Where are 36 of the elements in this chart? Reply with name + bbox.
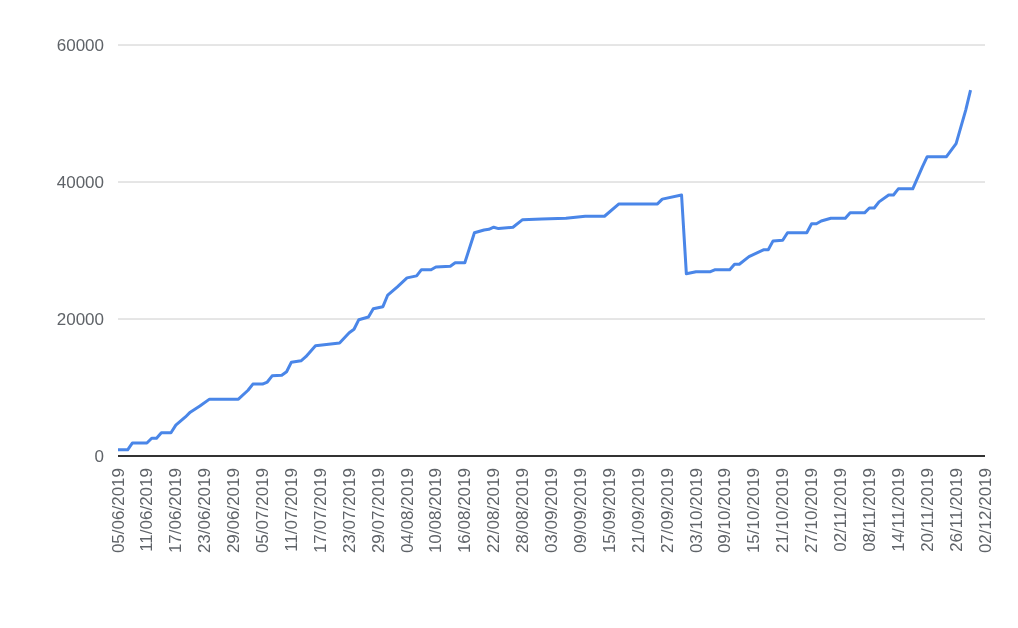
x-tick-label: 27/10/2019 — [802, 468, 822, 554]
x-tick-label: 17/06/2019 — [166, 468, 186, 554]
x-tick-label: 02/11/2019 — [831, 468, 850, 552]
x-tick-label: 05/06/2019 — [108, 468, 128, 554]
x-tick-label: 23/07/2019 — [339, 468, 359, 554]
x-tick-label: 20/11/2019 — [917, 468, 937, 552]
x-tick-label: 08/11/2019 — [859, 468, 879, 552]
x-tick-label: 17/07/2019 — [310, 468, 330, 554]
x-tick-label: 15/10/2019 — [744, 468, 764, 554]
x-tick-label: 28/08/2019 — [513, 468, 533, 554]
x-tick-label: 03/10/2019 — [686, 468, 706, 554]
x-tick-label: 09/09/2019 — [570, 468, 590, 554]
y-tick-label: 0 — [94, 447, 104, 467]
line-series — [118, 88, 973, 452]
y-tick-label: 20000 — [56, 310, 104, 330]
x-tick-label: 02/12/2019 — [975, 468, 995, 554]
y-tick-label: 40000 — [56, 173, 104, 193]
x-tick-label: 11/06/2019 — [137, 468, 157, 552]
x-tick-label: 22/08/2019 — [484, 468, 504, 554]
x-tick-label: 14/11/2019 — [888, 468, 908, 552]
x-tick-label: 29/07/2019 — [368, 468, 388, 554]
x-tick-label: 03/09/2019 — [542, 468, 561, 554]
x-tick-label: 21/10/2019 — [773, 468, 793, 554]
y-tick-label: 60000 — [56, 36, 104, 56]
x-tick-label: 05/07/2019 — [253, 468, 272, 554]
x-tick-label: 11/07/2019 — [281, 468, 301, 552]
x-tick-label: 29/06/2019 — [224, 468, 244, 554]
x-tick-label: 16/08/2019 — [455, 468, 475, 554]
x-tick-label: 27/09/2019 — [657, 468, 677, 554]
x-tick-label: 15/09/2019 — [599, 468, 619, 554]
x-tick-label: 23/06/2019 — [195, 468, 215, 554]
x-tick-label: 09/10/2019 — [715, 468, 735, 554]
x-tick-label: 21/09/2019 — [628, 468, 648, 554]
x-tick-label: 10/08/2019 — [426, 468, 446, 554]
x-tick-label: 26/11/2019 — [946, 468, 966, 552]
x-tick-label: 04/08/2019 — [397, 468, 417, 554]
